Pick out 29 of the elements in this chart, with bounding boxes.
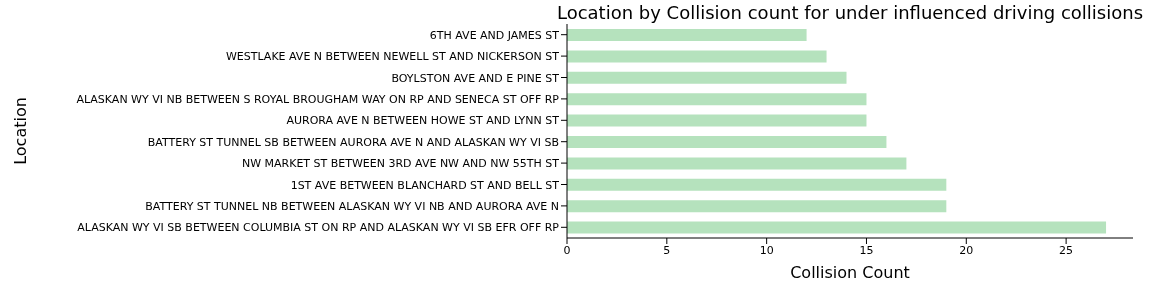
y-tick-label: ALASKAN WY VI SB BETWEEN COLUMBIA ST ON RP AND ALASKAN WY VI SB EFR OFF RP [77,221,560,235]
x-tick-label: 5 [663,243,671,257]
y-tick-label: BATTERY ST TUNNEL NB BETWEEN ALASKAN WY VI NB AND AURORA AVE N [145,199,559,213]
bar [567,71,847,84]
y-tick-label: 6TH AVE AND JAMES ST [429,28,560,42]
bar [567,50,827,63]
y-tick-label: WESTLAKE AVE N BETWEEN NEWELL ST AND NICKERSON ST [225,50,560,64]
y-tick-label: 1ST AVE BETWEEN BLANCHARD ST AND BELL ST [290,178,560,192]
y-tick-label: NW MARKET ST BETWEEN 3RD AVE NW AND NW 55TH ST [241,157,560,171]
bar [567,221,1107,234]
bar [567,200,947,213]
bar [567,93,867,106]
bar [567,157,907,170]
y-tick-label: AURORA AVE N BETWEEN HOWE ST AND LYNN ST [286,114,560,128]
x-tick-label: 10 [759,243,774,257]
chart-title: Location by Collision count for under influenced driving collisions [556,2,1144,23]
x-tick-label: 25 [1059,243,1074,257]
bar [567,114,867,127]
bar [567,29,807,41]
y-tick-label: ALASKAN WY VI NB BETWEEN S ROYAL BROUGHAM WAY ON RP AND SENECA ST OFF RP [76,92,560,106]
y-tick-label: BATTERY ST TUNNEL SB BETWEEN AURORA AVE N AND ALASKAN WY VI SB [147,135,559,149]
bar [567,178,947,191]
x-tick-label: 20 [959,243,974,257]
x-tick-label: 15 [859,243,874,257]
x-axis-title: Collision Count [790,263,910,282]
y-tick-label: BOYLSTON AVE AND E PINE ST [391,71,560,85]
x-tick-label: 0 [563,243,571,257]
y-axis-title: Location [10,97,30,165]
bar [567,136,887,148]
